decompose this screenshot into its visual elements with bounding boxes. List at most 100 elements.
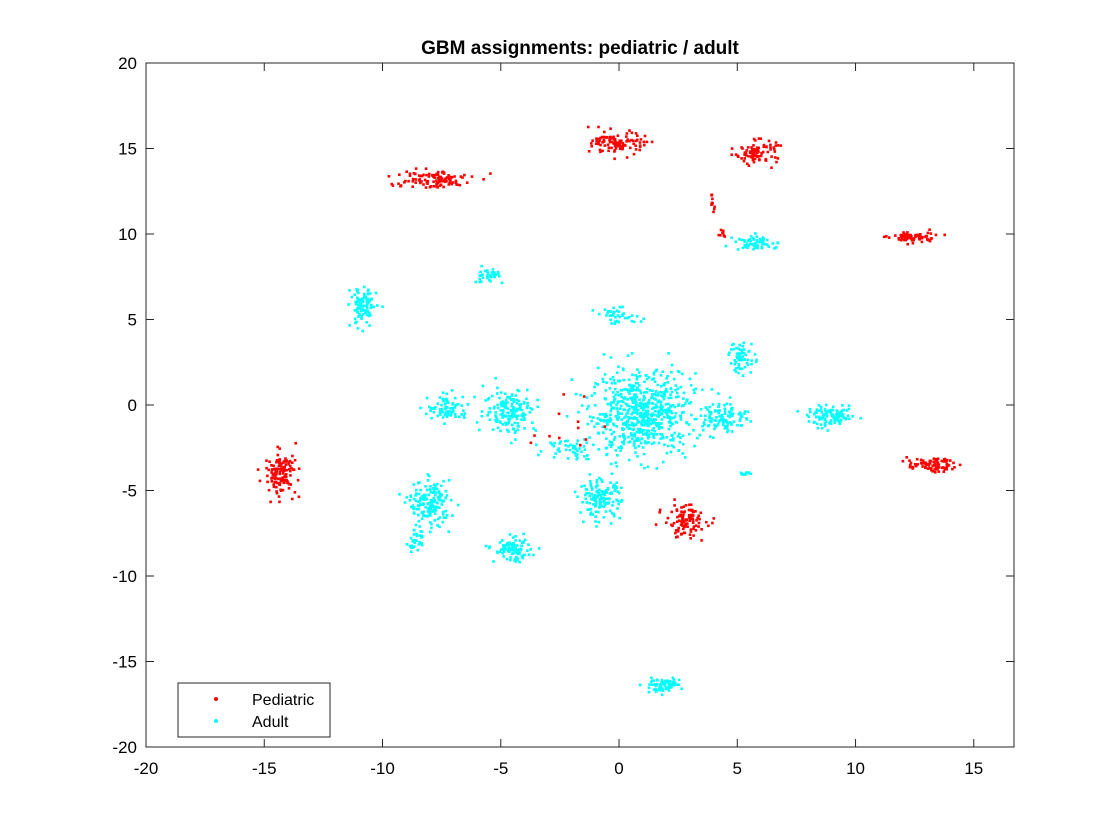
data-point	[634, 446, 637, 450]
data-point	[927, 462, 930, 466]
x-tick-label: 0	[614, 759, 623, 778]
data-point	[943, 457, 947, 461]
data-point	[511, 427, 515, 430]
data-point	[831, 415, 834, 418]
data-point	[535, 443, 538, 447]
data-point	[416, 481, 420, 485]
data-point	[610, 381, 614, 385]
data-point	[478, 280, 481, 284]
data-point	[677, 678, 681, 682]
data-point	[660, 426, 664, 429]
data-point	[819, 423, 823, 426]
data-point	[628, 129, 631, 132]
data-point	[620, 412, 624, 415]
data-point	[646, 436, 650, 440]
data-point	[585, 441, 588, 444]
data-point	[518, 560, 521, 564]
data-point	[486, 270, 489, 273]
pediatric-cluster-right	[882, 228, 946, 246]
y-tick-label: -20	[112, 738, 137, 757]
data-point	[445, 406, 449, 409]
data-point	[508, 550, 511, 553]
data-point	[672, 521, 676, 525]
y-tick-label: -10	[112, 567, 137, 586]
data-point	[503, 414, 507, 417]
data-point	[274, 467, 278, 471]
data-point	[356, 327, 360, 330]
data-point	[599, 136, 602, 140]
data-point	[918, 238, 921, 241]
data-point	[552, 456, 556, 459]
data-point	[760, 151, 763, 155]
adult-cluster-bottom	[638, 676, 683, 697]
data-point	[434, 508, 438, 511]
data-point	[712, 436, 715, 439]
data-point	[411, 540, 415, 543]
data-point	[647, 419, 651, 422]
data-point	[688, 519, 691, 522]
data-point	[357, 303, 360, 307]
data-point	[616, 410, 620, 413]
data-point	[357, 315, 360, 318]
data-point	[359, 300, 363, 303]
data-point	[609, 402, 612, 405]
data-point	[428, 488, 432, 491]
data-point	[636, 421, 639, 424]
data-point	[728, 396, 732, 399]
data-point	[501, 413, 504, 417]
data-point	[660, 432, 664, 436]
data-point	[717, 420, 721, 424]
data-point	[659, 400, 663, 404]
data-point	[824, 411, 828, 415]
data-point	[624, 415, 628, 418]
data-point	[689, 528, 693, 531]
data-point	[292, 468, 295, 471]
data-point	[688, 432, 691, 436]
data-point	[615, 498, 618, 502]
data-point	[611, 375, 615, 379]
data-point	[744, 473, 747, 476]
data-point	[610, 407, 613, 410]
data-point	[693, 444, 696, 448]
data-point	[625, 132, 629, 135]
data-point	[681, 452, 685, 455]
data-point	[634, 374, 637, 377]
data-point	[657, 422, 660, 425]
data-point	[532, 553, 535, 557]
data-point	[666, 679, 669, 682]
data-point	[745, 149, 748, 152]
data-point	[278, 447, 281, 450]
data-point	[667, 683, 671, 687]
data-point	[428, 172, 431, 176]
data-point	[284, 457, 287, 460]
data-point	[730, 430, 734, 433]
data-point	[813, 412, 816, 416]
data-point	[573, 490, 577, 494]
data-point	[683, 531, 687, 535]
data-point	[432, 489, 436, 493]
data-point	[616, 413, 620, 416]
data-point	[594, 382, 597, 385]
data-point	[503, 406, 507, 409]
data-point	[588, 473, 592, 476]
data-point	[413, 506, 416, 509]
data-point	[589, 507, 593, 511]
data-point	[596, 383, 599, 386]
data-point	[510, 412, 514, 416]
data-point	[640, 429, 644, 432]
data-point	[657, 427, 661, 431]
data-point	[429, 508, 432, 511]
data-point	[440, 177, 444, 180]
data-point	[480, 264, 483, 268]
data-point	[444, 407, 447, 411]
data-point	[647, 417, 650, 420]
data-point	[432, 496, 435, 500]
data-point	[435, 182, 438, 186]
data-point	[645, 433, 649, 437]
data-point	[361, 307, 364, 310]
data-point	[607, 149, 610, 153]
data-point	[285, 460, 288, 464]
data-point	[612, 400, 616, 404]
data-point	[634, 148, 638, 151]
